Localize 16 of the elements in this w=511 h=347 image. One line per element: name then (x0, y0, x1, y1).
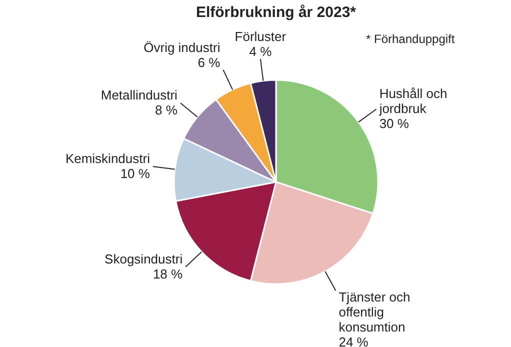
data-label: 4 % (249, 44, 272, 59)
slice-label: Skogsindustri (104, 251, 183, 266)
text: * Förhanduppgift (366, 32, 456, 46)
chart-title: Elförbrukning år 2023* (196, 4, 356, 21)
data-label: 24 % (338, 334, 369, 347)
data-label: 8 % (155, 102, 178, 118)
slice-label: Övrig industri (144, 40, 220, 55)
slice-label: Kemiskindustri (65, 150, 150, 166)
data-label: 10 % (120, 166, 150, 181)
slice-label: Tjänster och offentlig konsumtion (338, 290, 410, 335)
data-label: 6 % (198, 54, 221, 70)
data-label: 30 % (379, 116, 410, 132)
slice-label: Förluster (234, 28, 287, 44)
slice-label: Hushåll och jordbruk (378, 86, 448, 116)
slice-label: Metallindustri (100, 87, 178, 102)
data-label: 18 % (152, 266, 184, 282)
